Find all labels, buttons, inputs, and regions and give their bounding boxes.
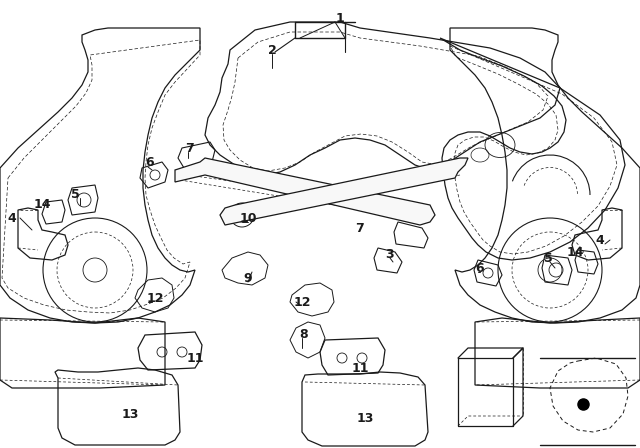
Text: 10: 10 [239,211,257,224]
Text: 11: 11 [351,362,369,375]
Text: 2: 2 [268,43,276,56]
Text: 9: 9 [244,271,252,284]
Text: 7: 7 [186,142,195,155]
Text: 6: 6 [476,262,484,275]
Text: 7: 7 [356,221,364,234]
Polygon shape [175,158,435,225]
Text: 3: 3 [386,249,394,262]
Text: 12: 12 [147,292,164,305]
Text: 11: 11 [186,352,204,365]
Text: 5: 5 [70,189,79,202]
Text: 8: 8 [300,328,308,341]
Text: 14: 14 [566,246,584,259]
Polygon shape [220,158,468,225]
Text: 5: 5 [543,251,552,264]
Text: 1: 1 [335,12,344,25]
Text: 6: 6 [146,156,154,169]
Text: 14: 14 [33,198,51,211]
Text: 4: 4 [596,233,604,246]
Text: 12: 12 [293,296,311,309]
Text: 13: 13 [122,409,139,422]
Text: 4: 4 [8,211,17,224]
Text: 13: 13 [356,412,374,425]
